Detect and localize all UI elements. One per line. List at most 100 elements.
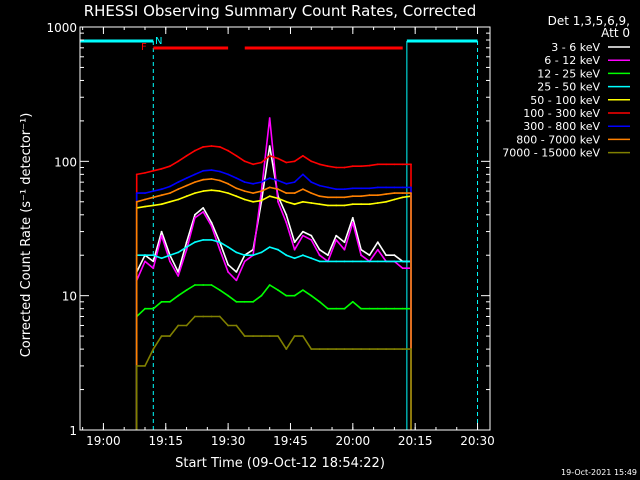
data-point-3-9 [210, 239, 213, 241]
data-point-8-5 [177, 324, 180, 327]
flag-n-label: N [155, 36, 162, 47]
x-tick-label-3: 19:45 [273, 434, 308, 448]
data-point-5-29 [376, 163, 379, 166]
data-point-7-32 [401, 192, 404, 195]
data-point-8-17 [277, 335, 279, 337]
data-point-6-28 [368, 187, 371, 190]
data-point-0-19 [293, 241, 296, 244]
data-point-2-10 [218, 289, 221, 291]
data-point-7-13 [243, 190, 246, 193]
data-point-5-11 [227, 149, 230, 152]
data-point-5-20 [302, 154, 304, 157]
data-point-6-3 [160, 188, 163, 191]
data-point-2-19 [293, 294, 296, 297]
data-point-8-3 [160, 335, 163, 337]
data-point-4-18 [285, 200, 288, 203]
data-point-7-30 [385, 193, 387, 196]
series-7 [135, 178, 412, 430]
data-point-7-6 [185, 184, 188, 187]
data-point-5-3 [160, 167, 163, 170]
data-point-5-5 [177, 160, 180, 163]
data-point-0-2 [152, 260, 155, 263]
data-point-8-22 [318, 348, 321, 350]
data-point-7-26 [351, 195, 354, 198]
data-point-4-2 [152, 204, 155, 207]
data-point-6-4 [169, 185, 171, 188]
data-point-5-32 [401, 163, 404, 166]
data-point-4-29 [376, 202, 379, 204]
series-line-0 [135, 145, 412, 430]
data-point-8-16 [268, 335, 271, 337]
data-point-3-19 [293, 257, 296, 260]
data-point-2-15 [260, 294, 263, 297]
data-point-7-1 [144, 198, 146, 201]
data-point-6-7 [194, 173, 196, 176]
data-point-8-15 [260, 335, 263, 337]
data-point-4-14 [252, 200, 255, 203]
data-point-6-15 [260, 181, 263, 184]
data-point-7-28 [368, 194, 371, 197]
data-point-3-10 [218, 241, 221, 244]
data-point-8-19 [293, 335, 296, 337]
data-point-7-25 [343, 196, 346, 199]
data-point-3-6 [185, 246, 188, 249]
data-point-5-10 [218, 146, 221, 148]
data-point-3-14 [252, 254, 255, 257]
data-point-7-8 [202, 178, 205, 181]
data-point-6-22 [318, 184, 321, 187]
data-point-2-2 [152, 307, 155, 310]
data-point-4-9 [210, 189, 213, 192]
data-point-0-6 [185, 241, 188, 244]
data-point-1-25 [343, 248, 346, 251]
data-point-3-12 [235, 251, 238, 254]
data-point-7-2 [152, 196, 155, 199]
data-point-2-25 [343, 307, 346, 310]
data-point-2-24 [335, 307, 338, 310]
data-point-8-2 [152, 348, 155, 350]
data-point-7-0 [135, 200, 138, 203]
y-tick-label-3: 1000 [46, 21, 77, 35]
series-4 [135, 189, 412, 430]
data-point-2-16 [268, 284, 271, 286]
data-point-1-20 [302, 234, 304, 237]
data-point-2-14 [252, 300, 255, 303]
data-point-3-11 [227, 246, 230, 249]
data-point-6-17 [277, 179, 279, 182]
data-point-6-13 [243, 181, 246, 184]
data-point-2-31 [393, 307, 396, 310]
data-point-2-21 [310, 294, 313, 297]
data-point-0-27 [360, 248, 362, 251]
data-point-2-11 [227, 294, 230, 297]
data-point-0-30 [385, 254, 387, 257]
data-point-1-6 [185, 248, 188, 251]
data-point-4-25 [343, 204, 346, 207]
data-point-3-4 [169, 254, 171, 257]
data-point-4-30 [385, 200, 387, 203]
data-point-7-19 [293, 192, 296, 195]
data-point-6-1 [144, 192, 146, 195]
data-point-6-16 [268, 177, 271, 180]
data-point-7-23 [327, 196, 329, 199]
data-point-1-3 [160, 234, 163, 237]
data-point-3-5 [177, 251, 180, 254]
data-point-4-27 [360, 203, 362, 206]
data-point-3-7 [194, 241, 196, 244]
legend-label-4: 50 - 100 keV [530, 94, 600, 107]
data-point-1-24 [335, 239, 338, 241]
data-point-7-3 [160, 194, 163, 197]
data-point-8-21 [310, 348, 313, 350]
data-point-5-33 [410, 163, 412, 166]
data-point-4-12 [235, 195, 238, 198]
legend-label-6: 300 - 800 keV [523, 120, 600, 133]
data-point-7-33 [410, 192, 412, 195]
data-point-8-4 [169, 335, 171, 337]
data-point-3-24 [335, 260, 338, 263]
data-point-0-11 [227, 263, 230, 266]
data-point-6-18 [285, 182, 288, 185]
data-point-7-9 [210, 178, 213, 180]
data-point-2-20 [302, 289, 304, 291]
data-point-2-6 [185, 289, 188, 291]
data-point-3-21 [310, 257, 313, 260]
data-point-7-4 [169, 192, 171, 195]
